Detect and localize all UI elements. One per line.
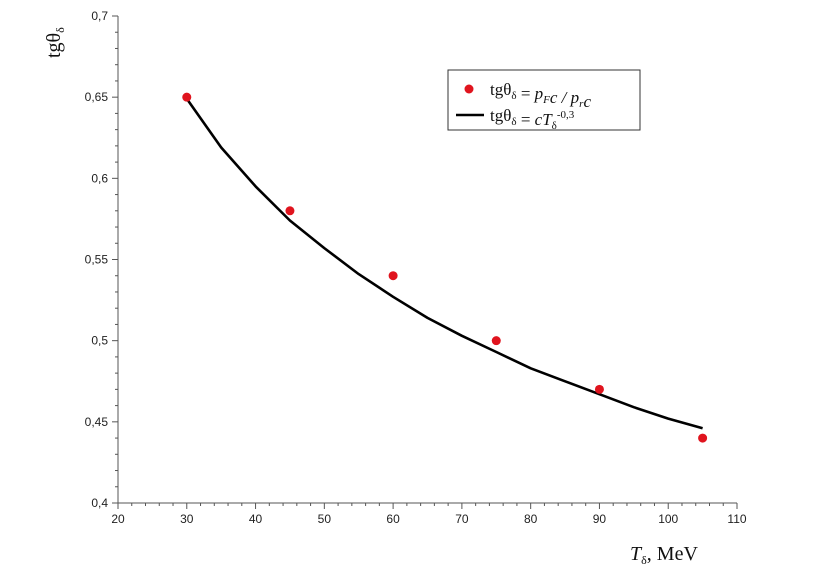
x-tick-label: 90 — [593, 512, 607, 526]
y-tick-label: 0,6 — [91, 171, 108, 185]
data-points-series — [182, 92, 708, 443]
x-tick-label: 100 — [658, 512, 678, 526]
data-point — [285, 206, 295, 216]
axis-titles: Tδ, MeV tgθδ — [43, 27, 698, 567]
fit-curve-series — [185, 98, 703, 430]
data-point — [182, 92, 192, 102]
data-point — [698, 433, 708, 443]
data-point — [388, 271, 398, 281]
x-tick-label: 70 — [455, 512, 469, 526]
x-tick-label: 40 — [249, 512, 263, 526]
y-tick-label: 0,45 — [85, 415, 109, 429]
x-tick-label: 20 — [111, 512, 125, 526]
x-tick-label: 50 — [318, 512, 332, 526]
y-tick-label: 0,4 — [91, 496, 108, 510]
fit-curve-line — [185, 98, 703, 430]
y-tick-label: 0,5 — [91, 334, 108, 348]
y-tick-label: 0,55 — [85, 253, 109, 267]
legend-label-fit: tgθδ = cTδ-0,3 — [490, 106, 575, 132]
data-point — [594, 384, 604, 394]
y-tick-label: 0,7 — [91, 9, 108, 23]
x-tick-label: 80 — [524, 512, 538, 526]
x-tick-label: 60 — [386, 512, 400, 526]
legend-label-points: tgθδ = pFc / prc — [490, 80, 591, 111]
axes: 20 30 40 50 60 70 80 90 100 110 0,4 0,45 0,5 0,55 0,6 0… — [85, 9, 747, 526]
y-axis-title: tgθδ — [43, 27, 67, 58]
legend-box — [447, 69, 641, 131]
x-axis-title: Tδ, MeV — [630, 543, 698, 567]
x-tick-label: 30 — [180, 512, 194, 526]
y-tick-label: 0,65 — [85, 90, 109, 104]
legend-marker-point — [464, 84, 474, 94]
data-point — [491, 336, 501, 346]
x-tick-label: 110 — [727, 512, 746, 526]
